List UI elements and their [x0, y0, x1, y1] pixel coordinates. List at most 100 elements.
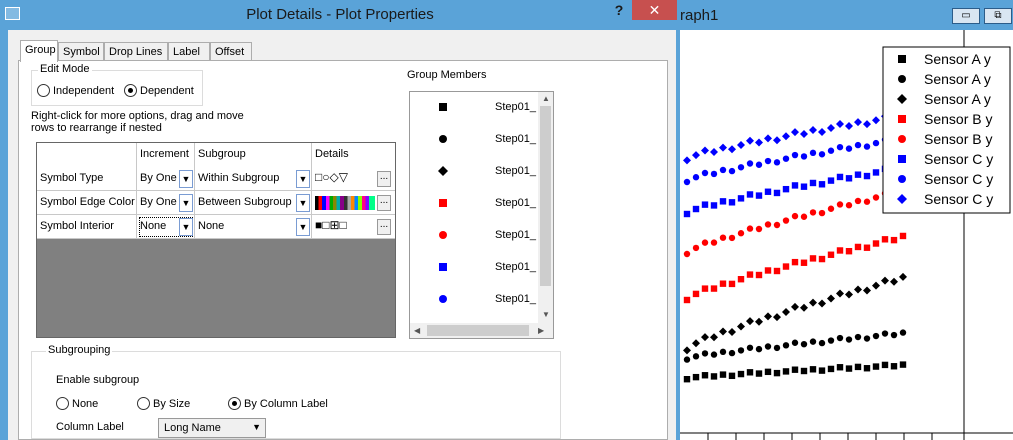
subgroup-none-radio[interactable]: None — [56, 397, 98, 410]
chevron-down-icon[interactable]: ▼ — [179, 170, 193, 188]
by-size-radio[interactable]: By Size — [137, 397, 190, 410]
diamond-marker — [890, 277, 898, 286]
horizontal-scrollbar[interactable]: ◀ ▶ — [410, 323, 553, 338]
by-size-radio-circle[interactable] — [137, 397, 150, 410]
subgroup-select[interactable]: None — [195, 215, 312, 239]
graph-legend[interactable]: Sensor A y Sensor A y Sensor A y Sensor B y… — [882, 46, 1011, 214]
scroll-up-icon[interactable]: ▲ — [542, 94, 550, 103]
legend-entry-label: Sensor A y — [924, 91, 991, 107]
scroll-thumb[interactable] — [427, 325, 529, 336]
scroll-down-icon[interactable]: ▼ — [542, 310, 550, 319]
restore-button[interactable]: ⧉ — [984, 8, 1012, 24]
square-marker — [692, 373, 700, 381]
increment-select[interactable]: By One — [137, 191, 195, 215]
more-button[interactable]: ... — [377, 171, 391, 187]
tab-offset[interactable]: Offset — [210, 42, 252, 61]
column-label-select[interactable]: Long Name ▼ — [158, 418, 266, 438]
dependent-radio-circle[interactable] — [124, 84, 137, 97]
legend-entry-label: Sensor C y — [924, 151, 993, 167]
chevron-down-icon[interactable]: ▼ — [179, 194, 193, 212]
list-item[interactable]: Step01_ — [410, 252, 540, 284]
circle-marker — [764, 343, 772, 350]
square-marker — [719, 280, 727, 287]
subgroup-select[interactable]: Between Subgroup — [195, 191, 312, 215]
square-marker — [899, 232, 907, 240]
graph-plot-area[interactable]: Sensor A y Sensor A y Sensor A y Sensor B y… — [680, 30, 1013, 440]
window-icon — [5, 7, 20, 20]
square-marker — [439, 199, 447, 207]
group-tab-panel: Edit Mode Independent Dependent Right-cl… — [18, 60, 668, 440]
subgroup-none-label: None — [72, 397, 99, 410]
by-column-label-radio-circle[interactable] — [228, 397, 241, 410]
scroll-thumb[interactable] — [540, 106, 551, 286]
circle-marker — [872, 332, 880, 340]
circle-marker — [737, 164, 745, 171]
scroll-left-icon[interactable]: ◀ — [414, 326, 421, 335]
symbol-type-details[interactable]: □○◇▽ — [315, 170, 348, 184]
independent-radio[interactable]: Independent — [37, 84, 114, 97]
independent-radio-circle[interactable] — [37, 84, 50, 97]
symbol-interior-details[interactable]: ■□⊞□ — [315, 218, 347, 232]
graph-titlebar[interactable]: raph1 ▭ ⧉ — [680, 0, 1013, 30]
tab-group[interactable]: Group — [20, 40, 58, 62]
square-marker — [737, 276, 745, 283]
circle-marker — [898, 175, 906, 183]
diamond-marker — [764, 134, 772, 143]
diamond-marker — [683, 156, 691, 165]
list-item[interactable]: Step01_ — [410, 156, 540, 188]
chevron-down-icon[interactable]: ▼ — [296, 170, 310, 188]
diamond-marker — [438, 166, 448, 176]
vertical-scrollbar[interactable]: ▲ ▼ — [538, 92, 553, 323]
square-marker — [881, 361, 889, 369]
square-marker — [692, 290, 700, 298]
chevron-down-icon[interactable]: ▼ — [179, 218, 193, 236]
diamond-marker — [782, 307, 790, 316]
subgroup-none-radio-circle[interactable] — [56, 397, 69, 410]
square-marker — [863, 365, 871, 372]
dependent-radio[interactable]: Dependent — [124, 84, 194, 97]
help-button[interactable]: ? — [614, 2, 624, 18]
scroll-right-icon[interactable]: ▶ — [538, 326, 545, 335]
circle-marker — [692, 174, 700, 181]
dialog-titlebar[interactable]: Plot Details - Plot Properties ? ✕ — [0, 0, 680, 30]
tab-label[interactable]: Label — [168, 42, 210, 61]
chevron-down-icon[interactable]: ▼ — [296, 194, 310, 212]
circle-marker — [854, 197, 862, 205]
circle-marker — [836, 143, 844, 151]
list-item[interactable]: Step01_ — [410, 92, 540, 124]
circle-marker — [439, 231, 447, 239]
diamond-marker — [728, 327, 736, 336]
subgroup-select[interactable]: Within Subgroup — [195, 167, 312, 191]
square-marker — [872, 169, 880, 176]
edit-mode-group: Edit Mode Independent Dependent — [31, 63, 203, 106]
square-marker — [764, 188, 772, 195]
diamond-marker — [809, 126, 817, 135]
diamond-marker — [710, 333, 718, 342]
square-marker — [764, 368, 772, 376]
list-item[interactable]: Step01_ — [410, 220, 540, 252]
square-marker — [728, 199, 736, 206]
list-item[interactable]: Step01_ — [410, 284, 540, 316]
increment-select[interactable]: By One — [137, 167, 195, 191]
square-marker — [899, 361, 907, 368]
more-button[interactable]: ... — [377, 195, 391, 211]
increment-select[interactable]: None — [137, 215, 195, 239]
tab-symbol[interactable]: Symbol — [58, 42, 104, 61]
square-marker — [863, 244, 871, 251]
tab-drop-lines[interactable]: Drop Lines — [104, 42, 168, 61]
list-item[interactable]: Step01_ — [410, 188, 540, 220]
list-item[interactable]: Step01_ — [410, 124, 540, 156]
square-marker — [746, 191, 754, 198]
minimize-button[interactable]: ▭ — [952, 8, 980, 24]
color-list-details[interactable] — [312, 191, 395, 215]
square-marker — [773, 189, 781, 197]
chevron-down-icon[interactable]: ▼ — [296, 218, 310, 236]
more-button[interactable]: ... — [377, 219, 391, 235]
circle-marker — [854, 333, 862, 341]
circle-marker — [746, 344, 754, 351]
chevron-down-icon[interactable]: ▼ — [252, 422, 261, 432]
dialog-body: Group Symbol Drop Lines Label Offset Edi… — [8, 30, 676, 440]
close-button[interactable]: ✕ — [632, 0, 677, 20]
diamond-icon — [438, 166, 448, 176]
by-column-label-radio[interactable]: By Column Label — [228, 397, 328, 410]
